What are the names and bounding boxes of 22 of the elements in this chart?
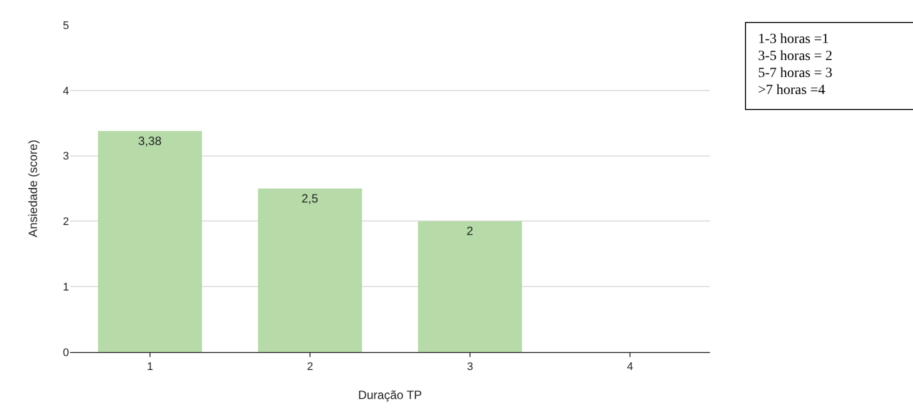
text: >7 horas =4 (758, 82, 826, 99)
y-tick-label: 0 (62, 346, 69, 359)
bar (98, 130, 202, 352)
bar (418, 221, 522, 352)
x-tick-label: 3 (466, 361, 474, 374)
y-tick-label: 4 (62, 85, 69, 98)
x-tick-label: 2 (306, 361, 314, 374)
data-label: 2 (466, 224, 474, 238)
data-label: 3,38 (138, 134, 162, 148)
text: 1-3 horas =1 (758, 31, 830, 48)
x-tick-label: 4 (626, 361, 634, 374)
y-tick-label: 2 (62, 216, 69, 228)
text: 5-7 horas = 3 (758, 65, 834, 82)
bar (258, 188, 362, 352)
x-axis-title: Duração TP (358, 388, 422, 402)
x-tick-label: 1 (146, 361, 154, 374)
y-tick-label: 3 (62, 150, 69, 163)
data-label: 2,5 (301, 192, 319, 206)
y-tick-label: 5 (62, 20, 69, 32)
text: 3-5 horas = 2 (758, 48, 834, 65)
y-tick-label: 1 (62, 281, 69, 294)
y-axis-title: Ansiedade (score) (26, 140, 40, 238)
